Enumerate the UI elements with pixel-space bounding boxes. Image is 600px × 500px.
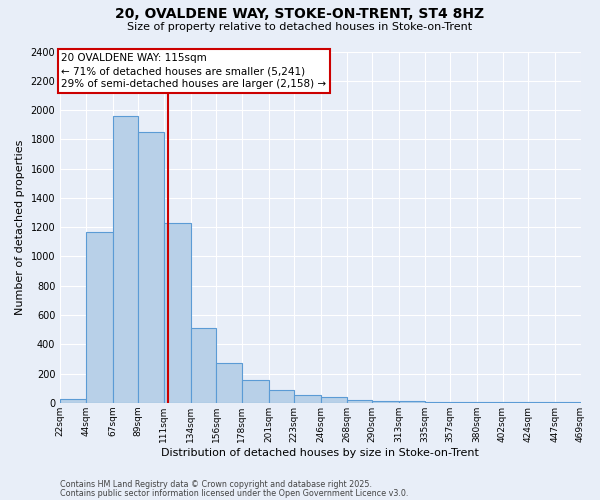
Bar [294,396,321,403]
Bar [450,402,477,403]
Bar [164,223,191,403]
Bar [555,402,581,403]
Bar [477,402,503,403]
Bar [372,400,399,403]
X-axis label: Distribution of detached houses by size in Stoke-on-Trent: Distribution of detached houses by size … [161,448,479,458]
Bar [269,390,294,403]
Text: Contains public sector information licensed under the Open Government Licence v3: Contains public sector information licen… [60,489,409,498]
Bar [425,402,450,403]
Bar [86,232,113,403]
Bar [216,364,242,403]
Bar [191,328,216,403]
Bar [138,132,164,403]
Y-axis label: Number of detached properties: Number of detached properties [15,140,25,315]
Bar [528,402,555,403]
Bar [503,402,528,403]
Bar [242,380,269,403]
Bar [347,400,372,403]
Text: Contains HM Land Registry data © Crown copyright and database right 2025.: Contains HM Land Registry data © Crown c… [60,480,372,489]
Bar [321,397,347,403]
Bar [60,399,86,403]
Bar [399,402,425,403]
Text: Size of property relative to detached houses in Stoke-on-Trent: Size of property relative to detached ho… [127,22,473,32]
Text: 20, OVALDENE WAY, STOKE-ON-TRENT, ST4 8HZ: 20, OVALDENE WAY, STOKE-ON-TRENT, ST4 8H… [115,8,485,22]
Bar [113,116,138,403]
Text: 20 OVALDENE WAY: 115sqm
← 71% of detached houses are smaller (5,241)
29% of semi: 20 OVALDENE WAY: 115sqm ← 71% of detache… [61,53,326,90]
